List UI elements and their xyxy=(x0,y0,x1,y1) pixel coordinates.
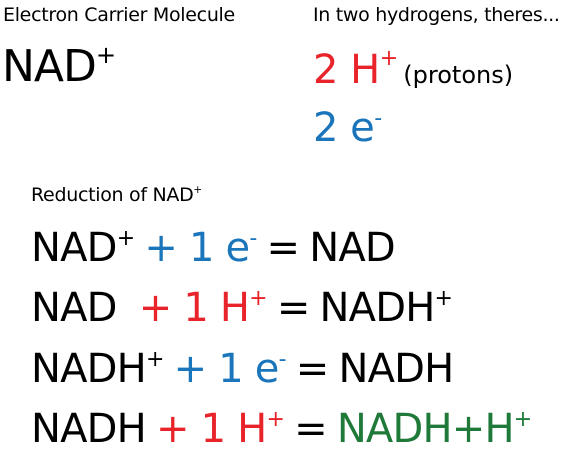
equation-row: NAD+ + 1 e- = NAD xyxy=(31,225,396,271)
reduction-heading-base: Reduction of NAD xyxy=(31,184,194,206)
equation-addend: + 1 e xyxy=(144,225,250,271)
equation-reactant-charge: + xyxy=(116,225,135,251)
equation-addend: + 1 H xyxy=(155,406,267,452)
carrier-heading: Electron Carrier Molecule xyxy=(3,4,235,26)
equation-product-charge: + xyxy=(434,285,453,311)
equation-reactant: NAD xyxy=(31,285,117,331)
protons-charge: + xyxy=(379,46,399,71)
equation-addend-charge: - xyxy=(278,346,287,372)
equation-equals: = xyxy=(276,285,311,331)
equation-row: NAD + 1 H+ = NADH+ xyxy=(31,285,453,331)
protons-count: 2 H xyxy=(313,47,380,93)
reduction-heading: Reduction of NAD+ xyxy=(31,184,202,206)
equation-addend-charge: - xyxy=(249,225,257,251)
equation-equals: = xyxy=(294,406,328,452)
equation-product: NADH xyxy=(338,346,454,392)
equation-product: NAD xyxy=(309,225,395,271)
carrier-molecule-charge: + xyxy=(95,40,116,69)
equation-equals: = xyxy=(295,346,330,392)
equation-addend-charge: + xyxy=(249,285,267,311)
equation-addend: + 1 e xyxy=(173,346,280,392)
equation-equals: = xyxy=(266,225,300,271)
equation-reactant: NADH xyxy=(31,406,147,452)
equation-addend-charge: + xyxy=(266,406,285,432)
equation-product: NADH+H xyxy=(336,406,515,452)
protons-line: 2 H+ (protons) xyxy=(313,47,514,93)
hydrogens-heading: In two hydrogens, theres... xyxy=(313,4,560,26)
electrons-charge: - xyxy=(374,105,382,131)
equation-row: NADH+ + 1 e- = NADH xyxy=(31,346,454,392)
electrons-line: 2 e- xyxy=(313,105,382,151)
equation-reactant-charge: + xyxy=(145,346,164,372)
equation-addend: + 1 H xyxy=(138,285,250,331)
equation-product: NADH xyxy=(319,285,436,331)
equation-reactant: NAD xyxy=(31,225,117,271)
carrier-molecule-base: NAD xyxy=(2,41,97,92)
equation-row: NADH + 1 H+ = NADH+H+ xyxy=(31,406,532,452)
protons-note: (protons) xyxy=(403,61,514,89)
carrier-molecule: NAD+ xyxy=(2,43,116,89)
equation-reactant: NADH xyxy=(31,346,147,392)
electrons-count: 2 e xyxy=(313,105,375,151)
equation-product-charge: + xyxy=(513,406,532,432)
reduction-heading-charge: + xyxy=(193,184,202,197)
